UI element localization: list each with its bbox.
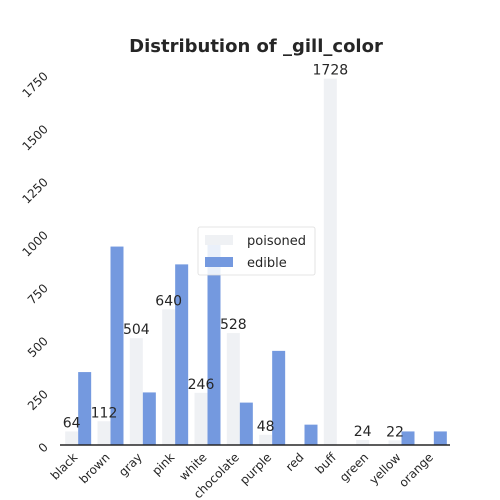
legend-label-edible: edible: [247, 256, 287, 271]
legend-swatch-poisoned: [205, 235, 233, 245]
bar-edible-orange: [433, 431, 447, 445]
data-label-black: 64: [63, 415, 81, 431]
bar-poisoned-white: [194, 392, 208, 445]
bar-edible-chocolate: [239, 402, 253, 445]
data-label-white: 246: [188, 377, 215, 393]
data-label-chocolate: 528: [220, 317, 247, 333]
bar-poisoned-brown: [97, 421, 111, 445]
bar-edible-black: [78, 372, 92, 445]
bar-edible-white: [207, 242, 221, 445]
data-label-brown: 112: [91, 405, 118, 421]
legend-swatch-edible: [205, 257, 233, 267]
bar-edible-purple: [272, 350, 286, 445]
legend: poisoned edible: [197, 226, 316, 276]
bar-poisoned-purple: [259, 434, 273, 445]
bar-edible-gray: [142, 392, 156, 445]
bar-poisoned-green: [356, 439, 370, 445]
data-label-gray: 504: [123, 322, 150, 338]
data-label-buff: 1728: [313, 63, 349, 79]
bar-edible-red: [304, 424, 318, 445]
data-labels-layer: 64 112 504 640 246 528 48 1728 24 22: [63, 63, 404, 441]
bar-poisoned-pink: [162, 309, 176, 445]
bar-poisoned-gray: [129, 338, 143, 445]
data-label-yellow: 22: [386, 424, 404, 440]
bar-poisoned-black: [65, 431, 79, 445]
data-label-pink: 640: [155, 293, 182, 309]
data-label-green: 24: [354, 424, 372, 440]
bar-poisoned-chocolate: [226, 333, 240, 445]
bars-layer: [65, 78, 447, 445]
bar-edible-yellow: [401, 431, 415, 445]
legend-label-poisoned: poisoned: [247, 234, 306, 249]
bar-edible-brown: [110, 246, 124, 445]
bar-poisoned-yellow: [388, 440, 402, 445]
data-label-purple: 48: [257, 419, 275, 435]
chart-title: Distribution of _gill_color: [129, 36, 383, 57]
bar-poisoned-buff: [323, 78, 337, 445]
bar-edible-pink: [175, 264, 189, 445]
